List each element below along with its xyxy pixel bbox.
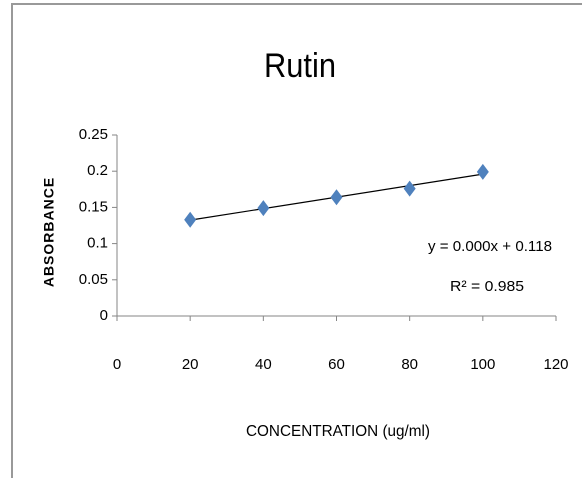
y-tick-label: 0.25	[79, 126, 108, 143]
r-squared-label: R² = 0.985	[450, 278, 524, 295]
data-point	[403, 180, 416, 197]
data-point	[184, 211, 197, 228]
y-tick-label: 0	[100, 307, 108, 324]
data-point	[257, 200, 270, 217]
x-tick-label: 120	[543, 356, 568, 373]
y-tick-label: 0.1	[87, 235, 108, 252]
data-point	[330, 189, 343, 206]
x-tick-label: 60	[328, 356, 345, 373]
data-point	[476, 163, 489, 180]
x-axis-label: CONCENTRATION (ug/ml)	[246, 423, 430, 440]
y-tick-label: 0.05	[79, 271, 108, 288]
y-tick-label: 0.2	[87, 162, 108, 179]
x-tick-label: 20	[182, 356, 199, 373]
x-tick-label: 0	[113, 356, 121, 373]
chart-title: Rutin	[264, 47, 336, 85]
y-tick-label: 0.15	[79, 198, 108, 215]
y-axis-label: ABSORBANCE	[41, 177, 57, 287]
x-tick-label: 40	[255, 356, 272, 373]
chart-frame	[11, 3, 582, 478]
x-tick-label: 100	[470, 356, 495, 373]
x-tick-label: 80	[401, 356, 418, 373]
equation-label: y = 0.000x + 0.118	[428, 238, 552, 255]
